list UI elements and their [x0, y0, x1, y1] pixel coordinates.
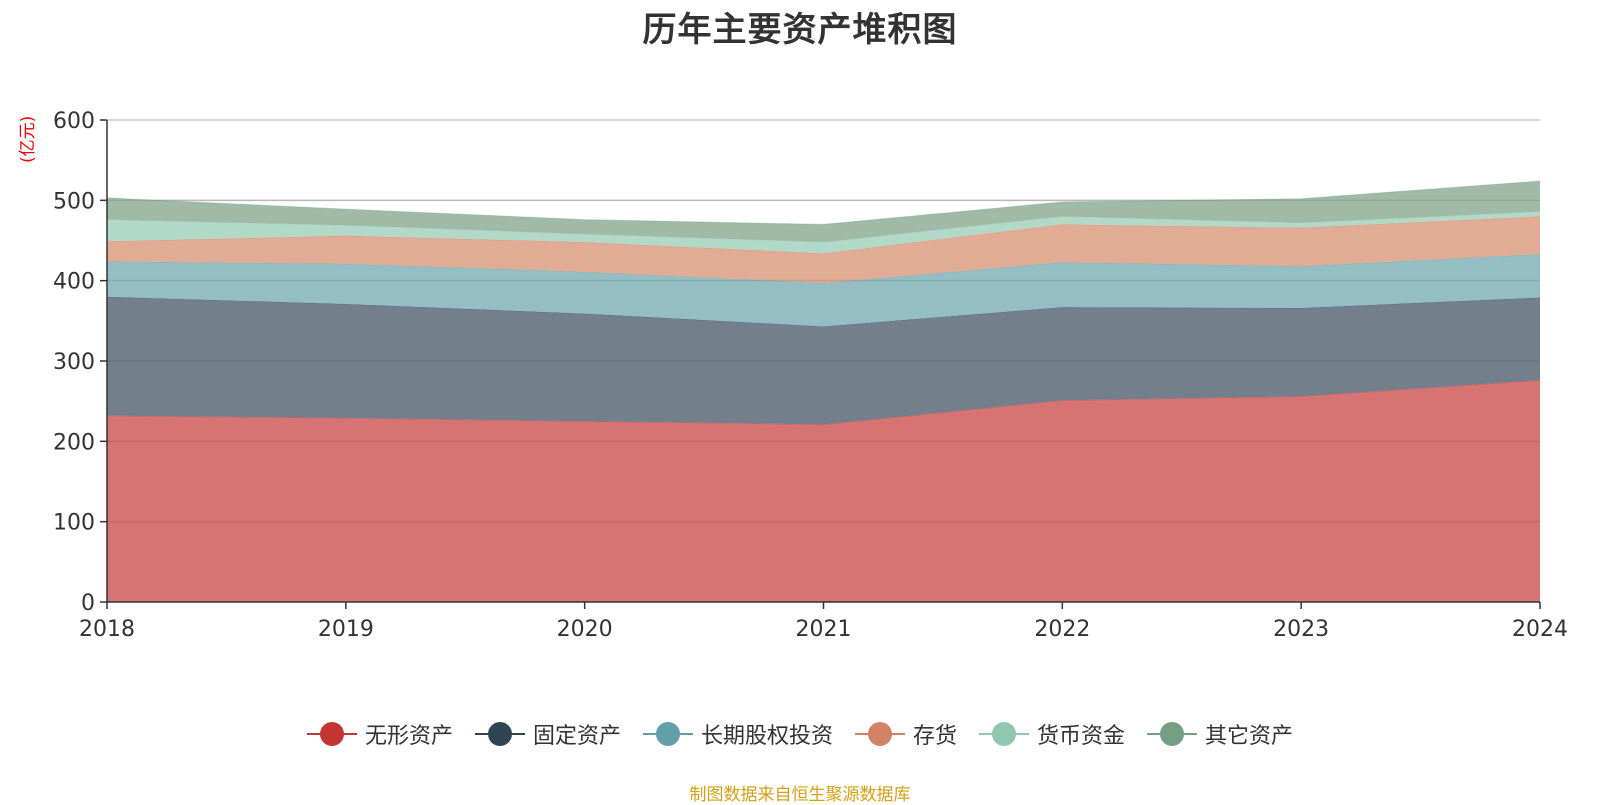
legend-item-5[interactable]: 货币资金 [979, 718, 1125, 750]
y-tick-label-0: 0 [81, 591, 95, 616]
chart-legend: 无形资产 固定资产 长期股权投资 存货 货币资金 其它资产 [0, 718, 1600, 750]
x-tick-label-2020: 2020 [557, 617, 613, 642]
legend-item-4[interactable]: 存货 [855, 718, 957, 750]
chart-title: 历年主要资产堆积图 [642, 10, 958, 50]
legend-symbol-icon [306, 721, 357, 747]
y-tick-label-100: 100 [53, 511, 95, 536]
x-tick-label-2021: 2021 [796, 617, 852, 642]
legend-item-2[interactable]: 固定资产 [474, 718, 621, 750]
legend-item-1[interactable]: 无形资产 [306, 718, 453, 750]
area-series-5 [107, 211, 1540, 254]
legend-symbol-icon [474, 721, 525, 747]
line-series-6 [106, 180, 1541, 225]
legend-symbol-icon [1147, 721, 1198, 747]
area-series-3 [107, 254, 1540, 327]
legend-label: 存货 [913, 724, 958, 749]
x-tick-label-2024: 2024 [1512, 617, 1568, 642]
data-source-note: 制图数据来自恒生聚源数据库 [689, 785, 911, 805]
area-series-4 [107, 216, 1540, 284]
legend-label: 长期股权投资 [700, 724, 833, 749]
legend-item-6[interactable]: 其它资产 [1147, 718, 1293, 750]
y-tick-label-300: 300 [53, 350, 95, 375]
legend-label: 货币资金 [1037, 724, 1126, 749]
area-series-1 [107, 380, 1540, 602]
y-tick-label-200: 200 [53, 430, 95, 455]
legend-label: 固定资产 [532, 724, 621, 749]
y-tick-label-500: 500 [53, 189, 95, 214]
legend-symbol-icon [855, 721, 905, 747]
area-series-2 [107, 296, 1540, 425]
legend-label: 其它资产 [1205, 724, 1294, 749]
legend-symbol-icon [979, 721, 1030, 747]
x-tick-label-2019: 2019 [318, 617, 374, 642]
legend-label: 无形资产 [364, 724, 453, 749]
x-tick-label-2018: 2018 [79, 617, 135, 642]
legend-item-3[interactable]: 长期股权投资 [642, 718, 833, 750]
area-layer [106, 180, 1541, 602]
line-series-5 [106, 211, 1541, 243]
legend-symbol-icon [642, 721, 693, 747]
line-series-3 [106, 253, 1541, 284]
y-axis-unit-label: (亿元) [18, 115, 38, 163]
axes: 0 100 200 300 400 500 600 2018 2019 2020 2021 2022 2… [53, 109, 1568, 642]
x-tick-label-2023: 2023 [1273, 617, 1329, 642]
y-tick-label-600: 600 [53, 109, 95, 134]
area-series-6 [107, 181, 1540, 243]
x-tick-label-2022: 2022 [1034, 617, 1090, 642]
y-tick-label-400: 400 [53, 270, 95, 295]
